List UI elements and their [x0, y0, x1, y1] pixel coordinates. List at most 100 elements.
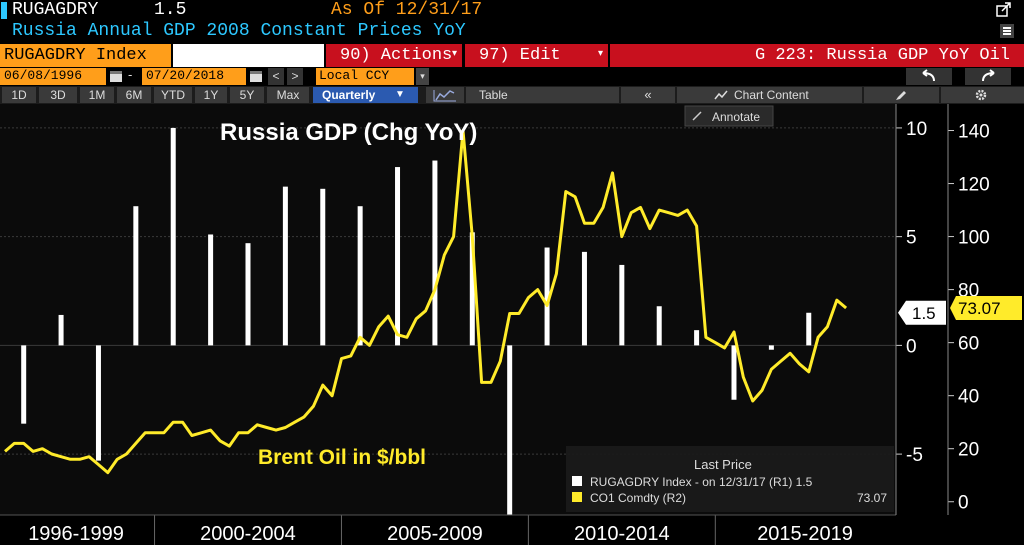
period-1y-button[interactable]: 1Y: [195, 87, 227, 103]
period-6m-button[interactable]: 6M: [117, 87, 151, 103]
start-date: 06/08/1996: [4, 68, 83, 83]
legend: Last Price RUGAGDRY Index - on 12/31/17 …: [566, 446, 894, 512]
chart-type-button[interactable]: [426, 87, 464, 103]
end-date: 07/20/2018: [146, 68, 225, 83]
table-button[interactable]: Table: [466, 87, 619, 103]
command-bar: RUGAGDRY Index 90) Actions ▾ 97) Edit ▾ …: [0, 44, 1024, 67]
legend-swatch-oil: [572, 492, 582, 502]
r2-tick-label-0: 0: [958, 493, 969, 514]
gdp-bar-2008: [469, 232, 475, 346]
gdp-bar-1999: [133, 206, 139, 346]
gdp-bars: [21, 127, 812, 515]
frequency-label: Quarterly: [322, 88, 376, 102]
gdp-bar-2004: [320, 188, 326, 346]
legend-entry-oil: CO1 Comdty (R2): [590, 491, 686, 505]
date-separator-icon: -: [128, 67, 133, 82]
security-description: Russia Annual GDP 2008 Constant Prices Y…: [12, 21, 466, 41]
actions-caret-icon: ▾: [452, 48, 458, 59]
undo-button[interactable]: [906, 68, 952, 85]
r2-tick-label-1: 20: [958, 440, 979, 461]
export-icon[interactable]: [996, 2, 1012, 18]
x-tick-label-3: 2010-2014: [574, 523, 670, 545]
oil-last-value-tag: 73.07: [950, 295, 1022, 320]
date-range-bar: 06/08/1996 - 07/20/2018 < > Local CCY ▾: [0, 67, 1024, 86]
period-3d-button[interactable]: 3D: [39, 87, 77, 103]
gdp-bar-2001: [208, 234, 214, 346]
currency-select[interactable]: Local CCY: [316, 68, 414, 85]
line-chart-icon: [433, 90, 456, 102]
x-tick-label-1: 2000-2004: [200, 523, 296, 545]
oil-price-line: [4, 129, 848, 475]
end-date-field[interactable]: 07/20/2018: [142, 68, 246, 85]
gdp-bar-2009: [507, 345, 513, 515]
annotate-button[interactable]: Annotate: [684, 105, 774, 127]
r2-tick-label-5: 100: [958, 228, 990, 249]
redo-button[interactable]: [965, 68, 1011, 85]
chart-content-label: Chart Content: [734, 88, 809, 102]
legend-swatch-gdp: [572, 476, 582, 486]
edit-chart-button[interactable]: [864, 87, 939, 103]
period-1d-button[interactable]: 1D: [2, 87, 36, 103]
pencil-icon: [896, 91, 906, 100]
gdp-last-value-tag: 1.5: [898, 300, 946, 325]
chart-title: Russia GDP (Chg YoY): [220, 119, 477, 146]
gdp-bar-2010: [544, 247, 550, 346]
gdp-bar-2006: [395, 167, 401, 346]
security-field-text: RUGAGDRY Index: [4, 46, 147, 65]
gdp-bar-1998: [95, 345, 101, 461]
r2-tick-label-3: 60: [958, 334, 979, 355]
legend-entry-gdp: RUGAGDRY Index - on 12/31/17 (R1) 1.5: [590, 475, 813, 489]
description-row: Russia Annual GDP 2008 Constant Prices Y…: [0, 21, 1024, 43]
actions-menu[interactable]: 90) Actions ▾: [326, 44, 462, 67]
header-marker: [1, 2, 7, 19]
actions-label: 90) Actions: [340, 46, 453, 65]
r1-tick-label-1: 5: [906, 228, 917, 249]
start-calendar-icon[interactable]: [109, 69, 123, 83]
gdp-bar-2016: [768, 345, 774, 350]
collapse-icon[interactable]: «: [621, 87, 675, 103]
annotate-pencil-icon: [692, 111, 702, 121]
gdp-bar-2002: [245, 243, 251, 346]
gdp-bar-2011: [581, 251, 587, 346]
ticker: RUGAGDRY: [12, 0, 99, 20]
start-date-field[interactable]: 06/08/1996: [0, 68, 106, 85]
settings-button[interactable]: [941, 87, 1024, 103]
gdp-bar-1996: [21, 345, 27, 424]
function-label: G 223: Russia GDP YoY Oil: [754, 46, 1010, 65]
frequency-caret-icon: ▼: [395, 89, 405, 100]
end-calendar-icon[interactable]: [249, 69, 263, 83]
edit-label: 97) Edit: [479, 46, 561, 65]
security-field-blank[interactable]: [173, 44, 324, 67]
period-5y-button[interactable]: 5Y: [230, 87, 264, 103]
currency-caret-icon[interactable]: ▾: [416, 68, 429, 85]
r1-tick-label-3: -5: [906, 445, 923, 466]
r1-tick-label-2: 0: [906, 336, 917, 357]
grid-lines: [0, 127, 896, 455]
gdp-bar-1997: [58, 314, 64, 346]
chart-content-button[interactable]: Chart Content: [677, 87, 862, 103]
r2-tick-label-7: 140: [958, 122, 990, 143]
legend-value-oil: 73.07: [857, 491, 887, 505]
frequency-select[interactable]: Quarterly ▼: [313, 87, 418, 103]
prev-period-icon[interactable]: <: [268, 68, 284, 85]
period-1m-button[interactable]: 1M: [80, 87, 114, 103]
gdp-bar-2014: [694, 330, 700, 346]
period-ytd-button[interactable]: YTD: [154, 87, 192, 103]
chart-content-icon: [714, 90, 728, 100]
menu-icon[interactable]: [1000, 24, 1014, 38]
legend-title: Last Price: [694, 457, 752, 472]
period-max-button[interactable]: Max: [267, 87, 309, 103]
security-field[interactable]: RUGAGDRY Index: [0, 44, 171, 67]
gdp-bar-2017: [806, 312, 812, 346]
last-value: 1.5: [154, 0, 187, 20]
currency-value: Local CCY: [319, 68, 390, 83]
edit-menu[interactable]: 97) Edit ▾: [465, 44, 608, 67]
table-label: Table: [479, 88, 508, 102]
x-tick-label-2: 2005-2009: [387, 523, 483, 545]
next-period-icon[interactable]: >: [287, 68, 303, 85]
x-tick-label-0: 1996-1999: [28, 523, 124, 545]
gdp-bar-2003: [282, 186, 288, 346]
right-axis-gdp: 10 5 0 -5: [896, 119, 927, 466]
